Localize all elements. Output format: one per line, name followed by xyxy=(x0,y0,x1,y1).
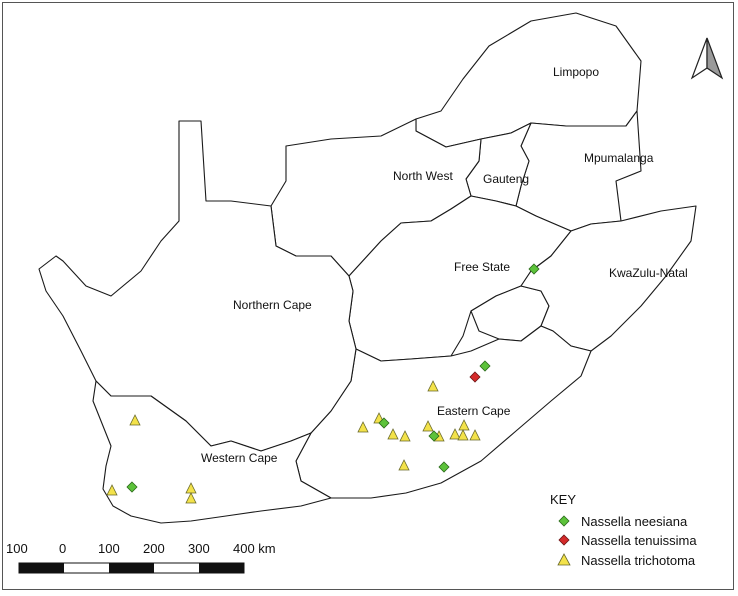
marker-trichotoma xyxy=(185,492,197,504)
marker-trichotoma xyxy=(129,414,141,426)
map-canvas: Limpopo Mpumalanga North West Gauteng Fr… xyxy=(6,12,724,574)
legend-label-trichotoma: Nassella trichotoma xyxy=(581,553,696,568)
scale-tick-label: 200 xyxy=(143,541,165,556)
label-gauteng: Gauteng xyxy=(483,172,529,186)
scale-bar-segment xyxy=(109,563,154,573)
scale-bar-segment xyxy=(199,563,244,573)
occurrence-markers xyxy=(106,263,540,504)
province-labels: Limpopo Mpumalanga North West Gauteng Fr… xyxy=(201,65,688,465)
label-eastern-cape: Eastern Cape xyxy=(437,404,511,418)
label-free-state: Free State xyxy=(454,260,510,274)
label-north-west: North West xyxy=(393,169,453,183)
markers-nassella-trichotoma xyxy=(106,380,481,504)
province-shapes xyxy=(38,12,697,524)
marker-trichotoma xyxy=(449,428,461,440)
scale-bar-segment xyxy=(19,563,64,573)
marker-neesiana xyxy=(378,417,390,429)
province-mpumalanga xyxy=(515,110,642,232)
markers-nassella-neesiana xyxy=(126,263,540,493)
marker-trichotoma xyxy=(387,428,399,440)
marker-trichotoma xyxy=(458,419,470,431)
markers-nassella-tenuissima xyxy=(469,371,481,383)
marker-trichotoma xyxy=(398,459,410,471)
legend-symbol-trichotoma xyxy=(557,553,571,566)
scale-tick-label: 100 xyxy=(6,541,28,556)
legend-label-neesiana: Nassella neesiana xyxy=(581,514,688,529)
label-western-cape: Western Cape xyxy=(201,451,278,465)
legend-symbol-neesiana xyxy=(558,515,570,527)
province-western-cape xyxy=(92,380,332,524)
marker-trichotoma xyxy=(399,430,411,442)
marker-neesiana xyxy=(428,430,440,442)
marker-neesiana xyxy=(479,360,491,372)
legend-label-tenuissima: Nassella tenuissima xyxy=(581,533,697,548)
label-kwazulu-natal: KwaZulu-Natal xyxy=(609,266,688,280)
marker-tenuissima xyxy=(469,371,481,383)
north-arrow-icon xyxy=(690,37,724,80)
marker-trichotoma xyxy=(106,484,118,496)
scale-bar: 100 0 100 200 300 400 km xyxy=(6,541,276,574)
marker-neesiana xyxy=(126,481,138,493)
legend-title: KEY xyxy=(550,492,576,507)
marker-trichotoma xyxy=(357,421,369,433)
marker-trichotoma xyxy=(457,429,469,441)
scale-tick-label: 300 xyxy=(188,541,210,556)
marker-neesiana xyxy=(528,263,540,275)
label-mpumalanga: Mpumalanga xyxy=(584,151,654,165)
scale-tick-label: 100 xyxy=(98,541,120,556)
scale-tick-label: 400 km xyxy=(233,541,276,556)
map-frame: Limpopo Mpumalanga North West Gauteng Fr… xyxy=(2,2,734,590)
marker-neesiana xyxy=(438,461,450,473)
marker-trichotoma xyxy=(422,420,434,432)
legend: KEY Nassella neesiana Nassella tenuissim… xyxy=(550,492,697,568)
label-northern-cape: Northern Cape xyxy=(233,298,312,312)
label-limpopo: Limpopo xyxy=(553,65,599,79)
marker-trichotoma xyxy=(469,429,481,441)
legend-symbol-tenuissima xyxy=(558,534,570,546)
marker-trichotoma xyxy=(427,380,439,392)
scale-tick-label: 0 xyxy=(59,541,66,556)
